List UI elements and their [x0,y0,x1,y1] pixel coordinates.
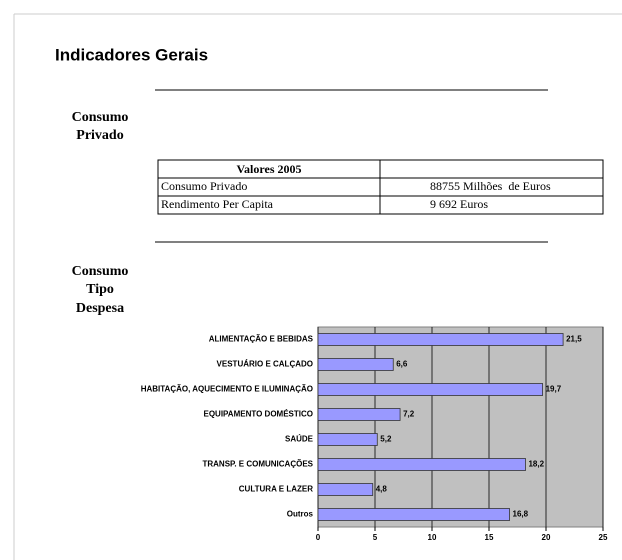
x-tick-label: 15 [485,533,494,542]
x-tick-label: 5 [373,533,378,542]
category-label: Outros [287,510,314,519]
bar [317,408,401,421]
bar [317,508,510,521]
section-title: Tipo [86,282,114,297]
category-label: TRANSP. E COMUNICAÇÕES [202,460,313,469]
table [157,159,604,215]
x-tick-label: 25 [599,533,608,542]
section-title: Despesa [76,301,124,316]
value-label: 5,2 [380,435,392,444]
table-cell: 88755 Milhões de Euros [430,179,551,193]
bar [317,483,374,496]
category-label: ALIMENTAÇÃO E BEBIDAS [209,335,314,344]
table-header: Valores 2005 [236,162,301,176]
section-title: Consumo [72,110,129,125]
section-title: Consumo [72,264,129,279]
bar [317,358,394,371]
x-tick-label: 20 [542,533,551,542]
x-tick-label: 0 [316,533,321,542]
value-label: 7,2 [403,410,415,419]
category-label: SAÚDE [285,435,314,444]
value-label: 4,8 [376,485,388,494]
title: Indicadores Gerais [55,45,208,64]
value-label: 21,5 [566,335,582,344]
bar [317,433,378,446]
category-label: EQUIPAMENTO DOMÉSTICO [204,410,314,419]
x-tick-label: 10 [428,533,437,542]
bar [317,333,564,346]
bar [317,458,526,471]
category-label: VESTUÁRIO E CALÇADO [217,360,313,369]
table-cell: Rendimento Per Capita [161,197,274,211]
category-label: HABITAÇÃO, AQUECIMENTO E ILUMINAÇÃO [141,385,313,394]
value-label: 16,8 [513,510,529,519]
value-label: 6,6 [396,360,408,369]
plot-area [317,326,604,528]
category-label: CULTURA E LAZER [239,485,313,494]
value-label: 18,2 [528,460,544,469]
bar [317,383,543,396]
value-label: 19,7 [546,385,562,394]
table-cell: 9 692 Euros [430,197,488,211]
section-title: Privado [76,128,123,143]
chart: 0 5 10 15 20 25 ALIMENTAÇÃO E BEBIDAS 21,5 VESTU… [141,326,608,542]
table-cell: Consumo Privado [161,179,247,193]
